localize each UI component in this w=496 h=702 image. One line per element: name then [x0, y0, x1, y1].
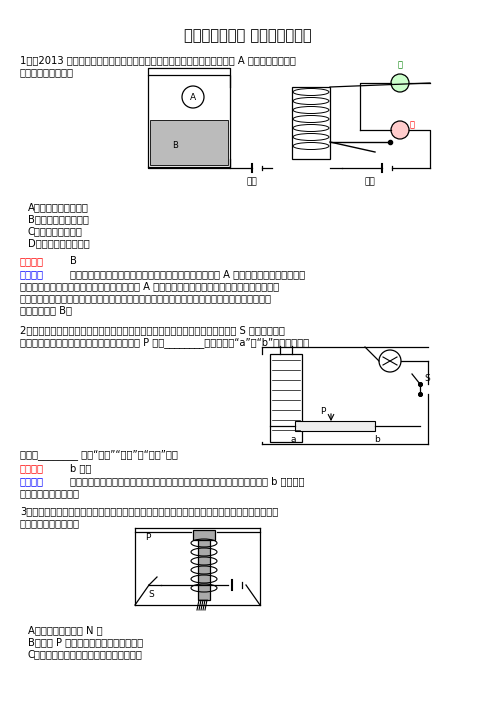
- Text: S: S: [148, 590, 154, 599]
- Text: B: B: [70, 256, 77, 266]
- Text: B．红灯亮，綦灯不亮: B．红灯亮，綦灯不亮: [28, 214, 89, 224]
- Text: 磁力吸引的作用下与綦灯的触点断开，与红灯的触点接触使红灯所在电路接通，此时綦灯不亮，: 磁力吸引的作用下与綦灯的触点断开，与红灯的触点接触使红灯所在电路接通，此时綦灯不…: [20, 293, 272, 303]
- Text: D．红灯和綦灯都不亮: D．红灯和綦灯都不亮: [28, 238, 90, 248]
- Circle shape: [182, 86, 204, 108]
- Text: 綦: 綦: [397, 60, 402, 69]
- Text: 1．（2013 天津）下图是一种水位自动报警器的原理图，当水位到达金属块 A 时（一般的水能导: 1．（2013 天津）下图是一种水位自动报警器的原理图，当水位到达金属块 A 时…: [20, 55, 296, 65]
- Text: 【答案】: 【答案】: [20, 256, 44, 266]
- Bar: [150, 120, 228, 165]
- Text: 【解析】: 【解析】: [20, 269, 44, 279]
- Bar: [292, 87, 330, 159]
- Text: 电），电路中（　）: 电），电路中（ ）: [20, 67, 74, 77]
- Circle shape: [391, 121, 409, 139]
- Text: b: b: [374, 435, 380, 444]
- Text: 2．小芳用漆包线在笔杆上绕制了一只螺线管，接入如图所示的电路中，闭合开关 S 后，要使螺线: 2．小芳用漆包线在笔杆上绕制了一只螺线管，接入如图所示的电路中，闭合开关 S 后…: [20, 325, 285, 335]
- Text: 容器中水的高低相当于控制电路的开关，当水位没有到达 A 时，电磁铁没有磁性，此时: 容器中水的高低相当于控制电路的开关，当水位没有到达 A 时，电磁铁没有磁性，此时: [70, 269, 305, 279]
- Text: 中，接通电路后（　）: 中，接通电路后（ ）: [20, 518, 80, 528]
- Circle shape: [391, 74, 409, 92]
- Text: 红灯亮，故选 B．: 红灯亮，故选 B．: [20, 305, 72, 315]
- Text: 【解析】: 【解析】: [20, 476, 44, 486]
- Text: b 变亮: b 变亮: [70, 463, 91, 473]
- Text: 初三物理电磁铁 电磁继电器试题: 初三物理电磁铁 电磁继电器试题: [184, 28, 312, 43]
- Bar: [295, 421, 375, 431]
- Text: C．红灯和綦灯都亮: C．红灯和綦灯都亮: [28, 226, 83, 236]
- Text: 3．张平同学用漆包线在一颗大铁钉上绕若干圈，做成了简易电磁铁，然后按下图所示次连入电路: 3．张平同学用漆包线在一颗大铁钉上绕若干圈，做成了简易电磁铁，然后按下图所示次连…: [20, 506, 278, 516]
- Text: 电源: 电源: [365, 177, 375, 186]
- Text: 红: 红: [410, 121, 415, 129]
- Bar: [270, 354, 302, 442]
- Bar: [148, 75, 230, 167]
- Text: 【答案】: 【答案】: [20, 463, 44, 473]
- Text: B: B: [172, 140, 178, 150]
- Text: 此时灯泡的亮度变亮．: 此时灯泡的亮度变亮．: [20, 488, 80, 498]
- Text: B．滑片 P 向右移动，电磁铁的磁性减弱: B．滑片 P 向右移动，电磁铁的磁性减弱: [28, 637, 143, 647]
- Text: C．增加绕线圈的匹数，电磁铁的磁性减弱: C．增加绕线圈的匹数，电磁铁的磁性减弱: [28, 649, 143, 659]
- Text: 衡铁与綦灯的触点接触，綦灯亮；当水位到达 A 时，控制电路接通，电磁铁有磁性，衡铁就会在: 衡铁与綦灯的触点接触，綦灯亮；当水位到达 A 时，控制电路接通，电磁铁有磁性，衡…: [20, 281, 279, 291]
- Text: S: S: [424, 374, 430, 383]
- Text: P: P: [320, 407, 326, 416]
- Text: A: A: [190, 93, 196, 102]
- Text: A．大铁钉的下端是 N 极: A．大铁钉的下端是 N 极: [28, 625, 103, 635]
- Text: 的亮度________ （填“变亮”“变暗”或“不变”）．: 的亮度________ （填“变亮”“变暗”或“不变”）．: [20, 449, 178, 460]
- Text: 电源: 电源: [247, 177, 257, 186]
- Bar: [193, 530, 215, 540]
- Text: P: P: [145, 533, 151, 542]
- Text: a: a: [290, 435, 296, 444]
- Text: 要使电磁铁的磁性增强，可使电路中的电流变大，应使滑动变阻器的滑片自 b 端移动，: 要使电磁铁的磁性增强，可使电路中的电流变大，应使滑动变阻器的滑片自 b 端移动，: [70, 476, 305, 486]
- Text: A．綦灯亮，红灯不亮: A．綦灯亮，红灯不亮: [28, 202, 89, 212]
- Bar: [198, 535, 210, 600]
- Text: 管吸引大头针的数量增多，滑动变阻器的滑片 P 应向________端移动（填“a”或“b”），此时灯泡: 管吸引大头针的数量增多，滑动变阻器的滑片 P 应向________端移动（填“a…: [20, 337, 309, 348]
